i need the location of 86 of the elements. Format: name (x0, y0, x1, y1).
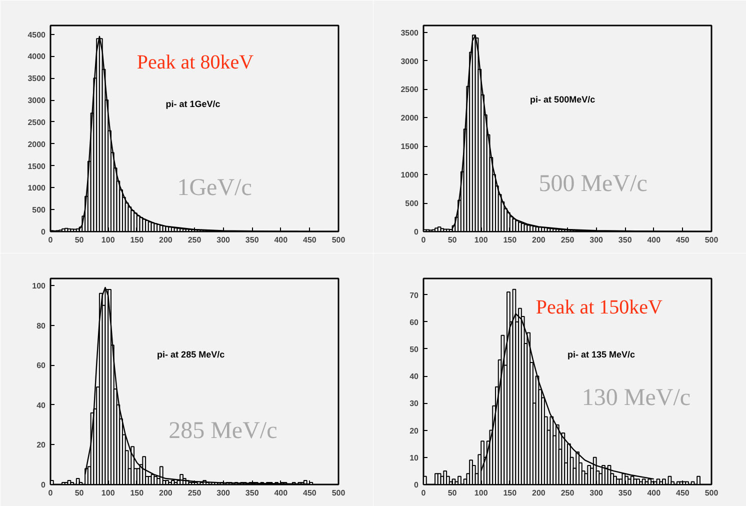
y-tick-label: 500 (405, 199, 420, 208)
annotation: pi- at 500MeV/c (530, 94, 596, 105)
x-tick-label: 350 (618, 488, 632, 498)
annotation: 1GeV/c (177, 175, 252, 202)
x-tick-label: 150 (503, 488, 518, 498)
x-tick-label: 250 (560, 236, 575, 244)
x-tick-label: 200 (159, 488, 173, 498)
y-tick-label: 0 (414, 228, 420, 236)
x-tick-label: 250 (188, 236, 202, 244)
x-tick-label: 200 (159, 236, 173, 244)
y-tick-label: 1000 (400, 170, 420, 180)
x-tick-label: 500 (332, 236, 346, 244)
y-tick-label: 50 (410, 344, 420, 354)
y-tick-label: 2500 (28, 118, 46, 127)
x-tick-label: 250 (188, 488, 202, 498)
y-tick-label: 100 (32, 281, 46, 290)
x-tick-label: 0 (421, 488, 426, 498)
x-tick-label: 500 (704, 488, 719, 498)
x-tick-label: 300 (590, 488, 604, 498)
x-tick-label: 150 (503, 236, 518, 244)
annotation: Peak at 150keV (536, 296, 664, 318)
x-tick-label: 500 (704, 236, 719, 244)
x-tick-label: 50 (448, 488, 458, 498)
y-tick-label: 60 (36, 361, 46, 370)
y-tick-label: 40 (410, 372, 420, 382)
y-tick-label: 0 (414, 480, 420, 490)
y-tick-label: 1500 (400, 142, 420, 152)
x-tick-label: 350 (245, 236, 260, 244)
x-tick-label: 450 (303, 236, 317, 244)
x-tick-label: 500 (332, 488, 346, 498)
x-tick-label: 250 (560, 488, 575, 498)
y-tick-label: 2000 (28, 140, 46, 149)
y-tick-label: 3500 (400, 28, 420, 38)
x-tick-label: 150 (130, 236, 144, 244)
x-tick-label: 450 (676, 488, 690, 498)
annotation: pi- at 285 MeV/c (157, 350, 225, 360)
x-tick-label: 400 (274, 236, 288, 244)
y-tick-label: 3500 (28, 74, 46, 84)
x-tick-label: 100 (474, 488, 488, 498)
x-tick-label: 450 (303, 488, 317, 498)
y-tick-label: 2500 (400, 85, 420, 94)
x-tick-label: 50 (74, 488, 84, 498)
y-tick-label: 4500 (28, 30, 46, 40)
x-tick-label: 400 (647, 236, 662, 244)
y-tick-label: 1000 (28, 184, 46, 193)
x-tick-label: 300 (590, 236, 604, 244)
y-tick-label: 3000 (28, 96, 46, 106)
y-tick-label: 30 (410, 399, 420, 408)
x-tick-label: 350 (618, 236, 632, 244)
x-tick-label: 300 (216, 488, 231, 498)
annotation: Peak at 80keV (136, 52, 254, 74)
y-tick-label: 20 (410, 426, 420, 436)
x-tick-label: 350 (245, 488, 260, 498)
y-tick-label: 1500 (28, 162, 46, 171)
x-tick-label: 50 (448, 236, 458, 244)
x-tick-label: 300 (216, 236, 231, 244)
y-tick-label: 40 (36, 400, 46, 410)
annotation: pi- at 135 MeV/c (568, 350, 636, 360)
y-tick-label: 4000 (28, 52, 46, 62)
annotation: 285 MeV/c (168, 418, 278, 444)
y-tick-label: 3000 (400, 56, 420, 66)
x-tick-label: 0 (48, 236, 54, 244)
x-tick-label: 150 (130, 488, 144, 498)
x-tick-label: 50 (74, 236, 84, 244)
x-tick-label: 0 (421, 236, 426, 244)
x-tick-label: 0 (48, 488, 54, 498)
y-tick-label: 0 (41, 228, 46, 236)
x-tick-label: 200 (532, 488, 546, 498)
y-tick-label: 60 (410, 318, 420, 327)
annotation: 500 MeV/c (538, 171, 648, 198)
x-tick-label: 100 (474, 236, 488, 244)
y-tick-label: 0 (41, 480, 46, 490)
y-tick-label: 500 (32, 206, 46, 215)
y-tick-label: 20 (36, 440, 46, 450)
annotation: 130 MeV/c (582, 384, 691, 411)
x-tick-label: 200 (532, 236, 546, 244)
y-tick-label: 2000 (400, 114, 420, 123)
y-tick-label: 70 (410, 290, 420, 300)
x-tick-label: 400 (274, 488, 288, 498)
x-tick-label: 100 (101, 488, 116, 498)
y-tick-label: 10 (410, 453, 420, 462)
annotation: pi- at 1GeV/c (166, 98, 220, 109)
y-tick-label: 80 (36, 321, 46, 330)
x-tick-label: 400 (647, 488, 662, 498)
x-tick-label: 100 (101, 236, 116, 244)
x-tick-label: 450 (676, 236, 690, 244)
